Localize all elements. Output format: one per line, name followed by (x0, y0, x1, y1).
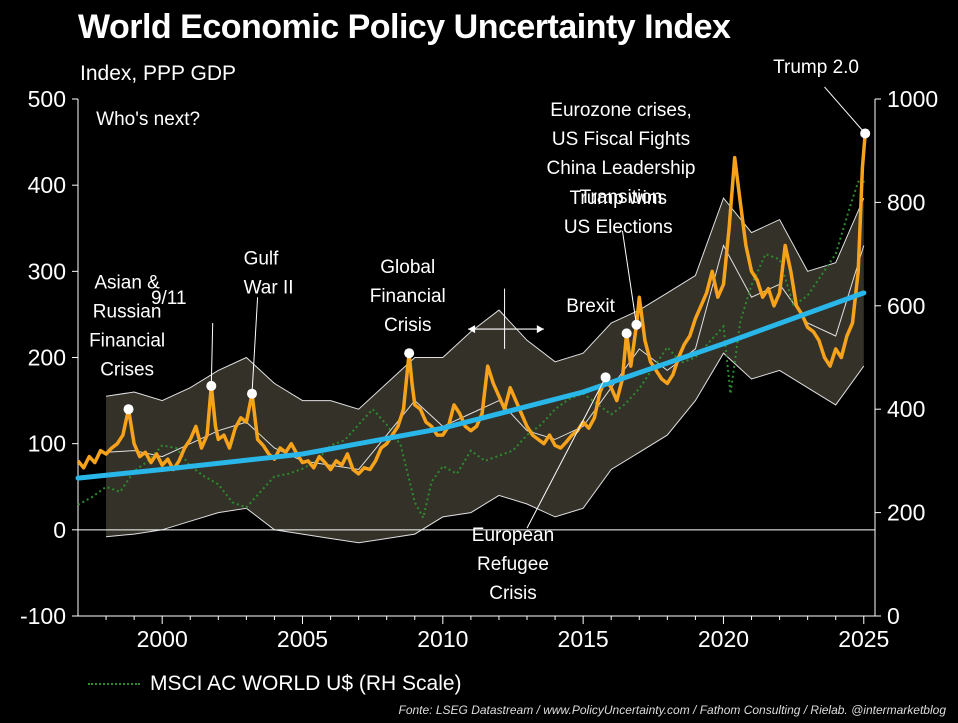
annotation-text: Brexit (566, 296, 615, 317)
left-tick-label: 400 (28, 172, 66, 198)
annotation-text: Russian (93, 302, 162, 323)
annotation-leader (621, 230, 637, 325)
msci-line (77, 180, 867, 521)
left-tick-label: 500 (28, 86, 66, 112)
chart-subtitle: Index, PPP GDP (80, 62, 237, 85)
annotation-4: Global Financial Crisis (370, 257, 446, 359)
annotation-marker (246, 388, 257, 399)
annotation-text: Trump wins (569, 188, 666, 209)
left-tick-label: 200 (28, 345, 66, 371)
annotation-text: 9/11 (151, 288, 187, 309)
source-note: Fonte: LSEG Datastream / www.PolicyUncer… (398, 703, 946, 717)
right-tick-label: 600 (887, 293, 925, 319)
annotation-1: Asian & Russian Financial Crises (89, 273, 165, 415)
annotation-text: Refugee (477, 554, 549, 575)
x-tick-label: 2015 (558, 626, 609, 652)
right-tick-label: 400 (887, 396, 925, 422)
annotations: Who's next? Asian & Russian Financial Crises… (89, 57, 871, 604)
x-tick-label: 2020 (698, 626, 749, 652)
right-tick-label: 800 (887, 189, 925, 215)
annotation-8: Trump wins US Elections (564, 188, 673, 330)
annotation-text: Crisis (384, 315, 432, 336)
annotation-leader (210, 323, 214, 386)
annotation-marker (860, 128, 871, 139)
annotation-text: Asian & (94, 273, 160, 294)
chart-title: World Economic Policy Uncertainty Index (78, 8, 731, 46)
annotation-text: Crisis (489, 583, 537, 604)
band-mid-line (106, 244, 865, 471)
legend: MSCI AC WORLD U$ (RH Scale) (88, 672, 462, 696)
annotation-3: Gulf War II (244, 248, 294, 399)
annotation-marker (621, 328, 632, 339)
annotation-leader (526, 377, 607, 529)
annotation-leader (824, 86, 866, 134)
annotation-marker (123, 404, 134, 415)
annotation-marker (404, 348, 415, 359)
x-tick-label: 2010 (417, 626, 468, 652)
range-arrow-head-right (536, 325, 544, 334)
left-tick-label: 0 (53, 517, 66, 543)
annotation-5: European Refugee Crisis (472, 372, 611, 604)
x-tick-label: 2000 (137, 626, 188, 652)
left-tick-label: 300 (28, 258, 66, 284)
annotation-text: China Leadership (547, 158, 696, 179)
right-tick-label: 200 (887, 500, 925, 526)
annotation-marker (600, 372, 611, 383)
annotation-text: Eurozone crises, (550, 100, 692, 121)
annotation-0: Who's next? (96, 109, 200, 130)
annotation-text: Transition (580, 187, 663, 208)
annotation-2: 9/11 (151, 288, 217, 391)
legend-swatch-msci (88, 683, 140, 685)
band-upper-line (106, 197, 865, 410)
annotation-text: Financial (89, 331, 165, 352)
x-tick-label: 2005 (277, 626, 328, 652)
right-tick-label: 0 (887, 603, 900, 629)
annotation-text: US Elections (564, 217, 673, 238)
left-tick-label: -100 (20, 603, 66, 629)
annotation-9: Trump 2.0 (773, 57, 871, 139)
legend-label-msci: MSCI AC WORLD U$ (RH Scale) (150, 672, 462, 695)
range-arrow-head-left (468, 325, 476, 334)
trend-line (75, 290, 867, 481)
annotation-text: US Fiscal Fights (552, 129, 690, 150)
axes: -100 0 100 200 300 400 500 0 200 400 600 800 1000 200… (20, 86, 938, 652)
annotation-6: Brexit (566, 296, 632, 339)
annotation-text: Global (380, 257, 435, 278)
annotation-marker (206, 380, 217, 391)
range-arrow (468, 288, 544, 349)
annotation-text: European (472, 525, 554, 546)
uncertainty-band (106, 197, 865, 544)
annotation-7: Eurozone crises, US Fiscal Fights China Le… (547, 100, 696, 208)
band-lower-line (106, 352, 865, 544)
annotation-text: Gulf (244, 248, 280, 269)
annotation-marker (631, 319, 642, 330)
band-fill (106, 198, 864, 543)
annotation-leader (251, 297, 259, 394)
annotation-text: Who's next? (96, 109, 200, 130)
left-tick-label: 100 (28, 431, 66, 457)
annotation-text: War II (244, 277, 294, 298)
annotation-text: Financial (370, 286, 446, 307)
annotation-text: Trump 2.0 (773, 57, 859, 78)
x-tick-label: 2025 (838, 626, 889, 652)
right-tick-label: 1000 (887, 86, 938, 112)
annotation-text: Crises (100, 360, 154, 381)
